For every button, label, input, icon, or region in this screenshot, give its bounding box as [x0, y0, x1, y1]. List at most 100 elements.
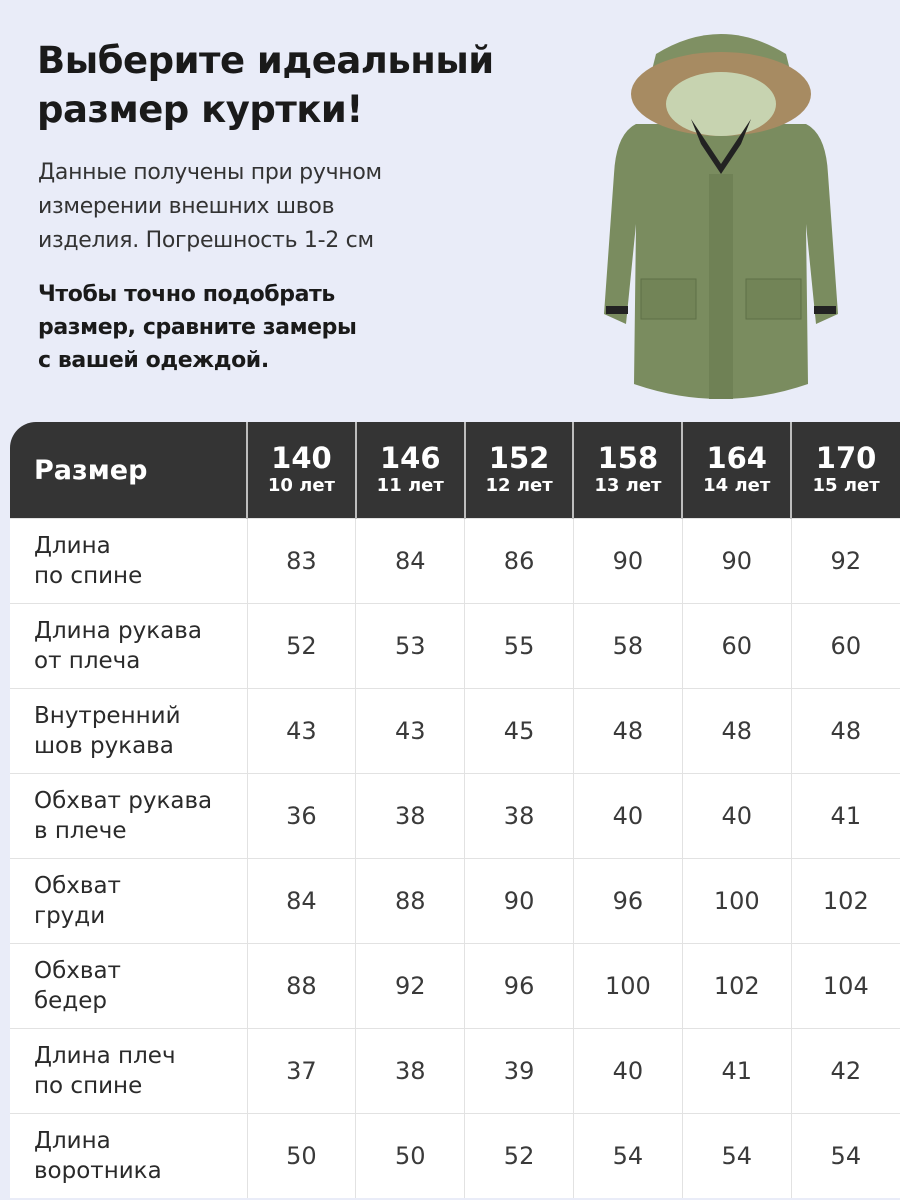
- size-column-header: Размер: [10, 422, 247, 519]
- table-row: Внутренний шов рукава 43 43 45 48 48 48: [10, 688, 900, 774]
- measurement-value: 53: [355, 603, 465, 689]
- measurement-label-line: Обхват рукава: [34, 788, 213, 814]
- table-row: Обхват бедер 88 92 96 100 102 104: [10, 943, 900, 1029]
- age-value: 14 лет: [703, 475, 771, 496]
- measurement-value: 40: [681, 773, 792, 859]
- measurement-value: 41: [790, 773, 900, 859]
- measurement-value: 52: [246, 603, 356, 689]
- measurement-value: 48: [681, 688, 792, 774]
- measurement-value: 104: [790, 943, 900, 1029]
- measurement-value: 84: [355, 518, 465, 604]
- measurement-value: 37: [246, 1028, 356, 1114]
- measurement-label-line: по спине: [34, 563, 143, 589]
- size-header: 146 11 лет: [354, 422, 465, 519]
- table-row: Обхват рукава в плече 36 38 38 40 40 41: [10, 773, 900, 859]
- age-value: 15 лет: [812, 475, 880, 496]
- measurement-value: 43: [355, 688, 465, 774]
- measurement-value: 48: [790, 688, 900, 774]
- size-value: 170: [815, 441, 877, 475]
- title-line: Выберите идеальный: [37, 39, 494, 82]
- measurement-value: 92: [355, 943, 465, 1029]
- measurement-value: 45: [464, 688, 574, 774]
- size-value: 152: [488, 441, 550, 475]
- size-header: 140 10 лет: [246, 422, 356, 519]
- age-value: 11 лет: [376, 475, 444, 496]
- measurement-value: 90: [464, 858, 574, 944]
- measurement-value: 100: [572, 943, 683, 1029]
- measurement-value: 58: [572, 603, 683, 689]
- measurement-label: Внутренний шов рукава: [10, 688, 247, 774]
- measurement-value: 88: [355, 858, 465, 944]
- measurement-label-line: Обхват: [34, 873, 121, 899]
- measurement-value: 38: [355, 1028, 465, 1114]
- measurement-value: 60: [681, 603, 792, 689]
- measurement-label-line: Длина: [34, 533, 111, 559]
- measurement-value: 90: [681, 518, 792, 604]
- measurement-label: Обхват рукава в плече: [10, 773, 247, 859]
- measurement-value: 43: [246, 688, 356, 774]
- measurement-value: 54: [572, 1113, 683, 1198]
- measurement-label-line: Обхват: [34, 958, 121, 984]
- measurement-label-line: Внутренний: [34, 703, 181, 729]
- description-line: изделия. Погрешность 1-2 см: [38, 228, 374, 253]
- size-header: 170 15 лет: [790, 422, 900, 519]
- measurement-label-line: бедер: [34, 988, 107, 1014]
- jacket-image: [604, 34, 838, 399]
- measurement-value: 41: [681, 1028, 792, 1114]
- measurement-value: 60: [790, 603, 900, 689]
- measurement-value: 38: [464, 773, 574, 859]
- table-row: Длина по спине 83 84 86 90 90 92: [10, 518, 900, 604]
- measurement-label-line: воротника: [34, 1158, 162, 1184]
- measurement-label-line: от плеча: [34, 648, 141, 674]
- table-row: Обхват груди 84 88 90 96 100 102: [10, 858, 900, 944]
- measurement-label: Длина рукава от плеча: [10, 603, 247, 689]
- measurement-label-line: Длина рукава: [34, 618, 202, 644]
- measurement-label-line: Длина: [34, 1128, 111, 1154]
- measurement-label-line: шов рукава: [34, 733, 174, 759]
- measurement-value: 36: [246, 773, 356, 859]
- size-value: 146: [379, 441, 441, 475]
- table-header-row: Размер 140 10 лет 146 11 лет 152 12 лет 158…: [10, 422, 900, 519]
- table-row: Длина рукава от плеча 52 53 55 58 60 60: [10, 603, 900, 689]
- measurement-value: 96: [572, 858, 683, 944]
- measurement-value: 54: [681, 1113, 792, 1198]
- measurement-value: 40: [572, 773, 683, 859]
- title-line: размер куртки!: [37, 88, 363, 131]
- measurement-label-line: по спине: [34, 1073, 143, 1099]
- table-row: Длина плеч по спине 37 38 39 40 41 42: [10, 1028, 900, 1114]
- measurement-value: 50: [246, 1113, 356, 1198]
- measurement-value: 48: [572, 688, 683, 774]
- size-value: 158: [597, 441, 659, 475]
- size-header: 158 13 лет: [572, 422, 683, 519]
- measurement-value: 88: [246, 943, 356, 1029]
- size-header: 152 12 лет: [463, 422, 574, 519]
- measurement-value: 42: [790, 1028, 900, 1114]
- note-line: Чтобы точно подобрать: [38, 282, 335, 307]
- measurement-value: 83: [246, 518, 356, 604]
- size-value: 164: [706, 441, 767, 475]
- measurement-description: Данные получены при ручном измерении вне…: [38, 156, 382, 258]
- fit-note: Чтобы точно подобрать размер, сравните з…: [38, 278, 357, 377]
- measurement-value: 92: [790, 518, 900, 604]
- measurement-label: Длина воротника: [10, 1113, 247, 1198]
- age-value: 10 лет: [267, 475, 335, 496]
- measurement-value: 102: [790, 858, 900, 944]
- size-value: 140: [271, 441, 332, 475]
- measurement-label: Длина плеч по спине: [10, 1028, 247, 1114]
- measurement-label: Обхват бедер: [10, 943, 247, 1029]
- measurement-value: 50: [355, 1113, 465, 1198]
- measurement-label-line: Длина плеч: [34, 1043, 176, 1069]
- measurement-label-line: груди: [34, 903, 106, 929]
- size-header: 164 14 лет: [681, 422, 792, 519]
- measurement-value: 55: [464, 603, 574, 689]
- measurement-value: 39: [464, 1028, 574, 1114]
- size-chart-table: Размер 140 10 лет 146 11 лет 152 12 лет 158…: [10, 422, 900, 1198]
- measurement-value: 100: [681, 858, 792, 944]
- measurement-value: 38: [355, 773, 465, 859]
- description-line: Данные получены при ручном: [38, 160, 382, 185]
- note-line: размер, сравните замеры: [38, 315, 357, 340]
- note-line: с вашей одеждой.: [38, 348, 269, 373]
- measurement-value: 54: [790, 1113, 900, 1198]
- description-line: измерении внешних швов: [38, 194, 335, 219]
- measurement-value: 86: [464, 518, 574, 604]
